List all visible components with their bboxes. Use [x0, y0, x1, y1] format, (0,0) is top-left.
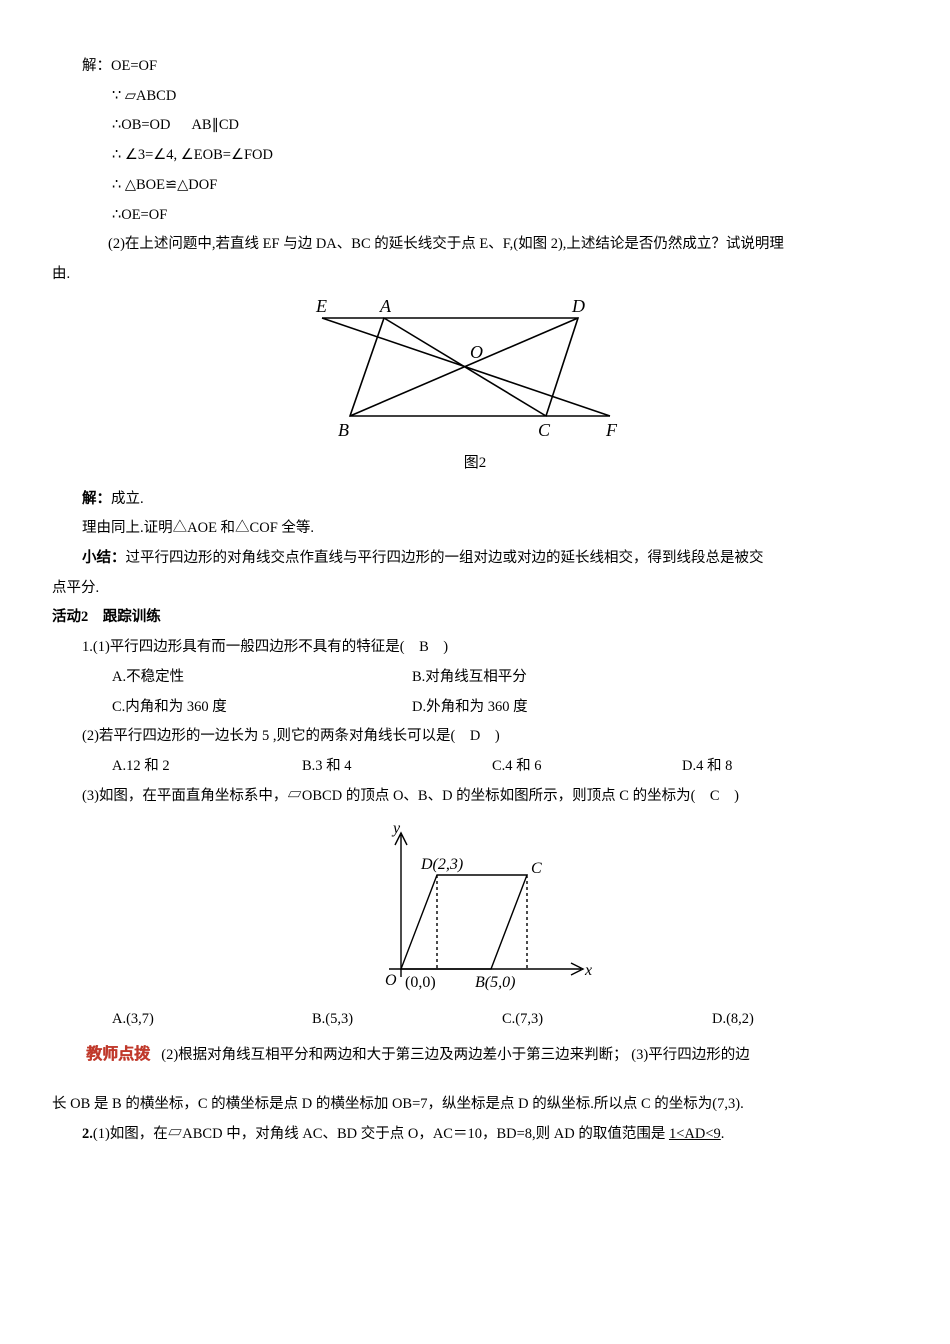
- p1-q1-opts-row2: C.内角和为 360 度 D.外角和为 360 度: [52, 693, 898, 723]
- p1-q1-optC: C.内角和为 360 度: [112, 693, 412, 723]
- p1-q3-optD: D.(8,2): [712, 1005, 754, 1035]
- p1-q1: 1.(1)平行四边形具有而一般四边形不具有的特征是( B ): [52, 633, 898, 663]
- fig2-label-D: D: [571, 298, 585, 316]
- teacher-tip-line2: 长 OB 是 B 的横坐标，C 的横坐标是点 D 的横坐标加 OB=7，纵坐标是…: [52, 1090, 898, 1120]
- fig2-label-A: A: [379, 298, 392, 316]
- proof-line-2: ∴OB=OD AB∥CD: [52, 111, 898, 141]
- p1-q2-optB: B.3 和 4: [302, 752, 492, 782]
- p2-num: 2.: [82, 1126, 93, 1142]
- fig3-label-D: D(2,3): [420, 856, 463, 873]
- p1-q2-optC: C.4 和 6: [492, 752, 682, 782]
- p1-q2-opts: A.12 和 2 B.3 和 4 C.4 和 6 D.4 和 8: [52, 752, 898, 782]
- p1-q3: (3)如图，在平面直角坐标系中，▱OBCD 的顶点 O、B、D 的坐标如图所示，…: [52, 782, 898, 812]
- p1-q3-optA: A.(3,7): [112, 1005, 312, 1035]
- p2-tail: .: [721, 1126, 725, 1142]
- sol2-line3-bold: 小结：: [82, 550, 126, 566]
- fig3-label-B: B(5,0): [475, 974, 515, 991]
- p1-q2-optD: D.4 和 8: [682, 752, 732, 782]
- p2-answer: 1<AD<9: [669, 1126, 721, 1142]
- q2-tail: 由.: [52, 260, 898, 290]
- p1-q2-optA: A.12 和 2: [112, 752, 302, 782]
- p1-q1-optA: A.不稳定性: [112, 663, 412, 693]
- problem-2: 2.(1)如图，在▱ABCD 中，对角线 AC、BD 交于点 O，AC＝10，B…: [52, 1120, 898, 1150]
- proof-line-5: ∴OE=OF: [52, 201, 898, 231]
- sol2-line1-bold: 解：: [82, 491, 111, 507]
- teacher-tip-label: 教师点拨: [82, 1039, 154, 1072]
- teacher-tip-row: 教师点拨 (2)根据对角线互相平分和两边和大于第三边及两边差小于第三边来判断； …: [52, 1039, 898, 1072]
- p1-q1-optD: D.外角和为 360 度: [412, 693, 528, 723]
- p1-q3-optC: C.(7,3): [502, 1005, 712, 1035]
- sol2-line3-rest: 过平行四边形的对角线交点作直线与平行四边形的一组对边或对边的延长线相交，得到线段…: [126, 550, 764, 566]
- p1-q2: (2)若平行四边形的一边长为 5 ,则它的两条对角线长可以是( D ): [52, 722, 898, 752]
- fig2-label-E: E: [315, 298, 327, 316]
- proof-title: 解：OE=OF: [52, 52, 898, 82]
- sol2-line1-rest: 成立.: [111, 491, 144, 507]
- q2-text-a: (2)在上述问题中,若直线 EF 与边 DA、BC 的延长线交于点 E、F,(如…: [108, 236, 784, 252]
- sol2-line4: 点平分.: [52, 574, 898, 604]
- figure-2-caption: 图2: [52, 448, 898, 479]
- p1-q3-optB: B.(5,3): [312, 1005, 502, 1035]
- fig3-label-C: C: [531, 860, 542, 877]
- fig2-label-C: C: [538, 420, 551, 440]
- activity-2-title: 活动2 跟踪训练: [52, 603, 898, 633]
- proof-l2a: ∴OB=OD: [112, 117, 171, 133]
- proof-line-1: ∵ ▱ABCD: [52, 82, 898, 112]
- teacher-tip-line1: (2)根据对角线互相平分和两边和大于第三边及两边差小于第三边来判断； (3)平行…: [161, 1047, 749, 1063]
- fig2-label-O: O: [470, 342, 483, 362]
- sol2-line1: 解：成立.: [52, 485, 898, 515]
- figure-3-svg: y x D(2,3) C O (0,0) B(5,0): [345, 819, 605, 999]
- fig2-label-F: F: [605, 420, 618, 440]
- p1-q3-opts: A.(3,7) B.(5,3) C.(7,3) D.(8,2): [52, 1005, 898, 1035]
- proof-line-3: ∴ ∠3=∠4, ∠EOB=∠FOD: [52, 141, 898, 171]
- p1-q1-optB: B.对角线互相平分: [412, 663, 527, 693]
- fig3-label-O: O: [385, 972, 397, 989]
- p2-body: (1)如图，在▱ABCD 中，对角线 AC、BD 交于点 O，AC＝10，BD=…: [93, 1126, 669, 1142]
- figure-2-svg: E A D O B C F: [310, 298, 640, 448]
- figure-3: y x D(2,3) C O (0,0) B(5,0): [52, 819, 898, 999]
- figure-2: E A D O B C F 图2: [52, 298, 898, 479]
- fig3-label-y: y: [391, 820, 401, 837]
- proof-line-4: ∴ △BOE≌△DOF: [52, 171, 898, 201]
- p1-q1-opts-row1: A.不稳定性 B.对角线互相平分: [52, 663, 898, 693]
- question-2: (2)在上述问题中,若直线 EF 与边 DA、BC 的延长线交于点 E、F,(如…: [52, 230, 898, 260]
- fig3-label-O0: (0,0): [405, 974, 436, 991]
- sol2-line2: 理由同上.证明△AOE 和△COF 全等.: [52, 514, 898, 544]
- fig3-label-x: x: [584, 962, 592, 979]
- sol2-line3: 小结：过平行四边形的对角线交点作直线与平行四边形的一组对边或对边的延长线相交，得…: [52, 544, 898, 574]
- fig2-label-B: B: [338, 420, 349, 440]
- proof-l2b: AB∥CD: [191, 117, 239, 133]
